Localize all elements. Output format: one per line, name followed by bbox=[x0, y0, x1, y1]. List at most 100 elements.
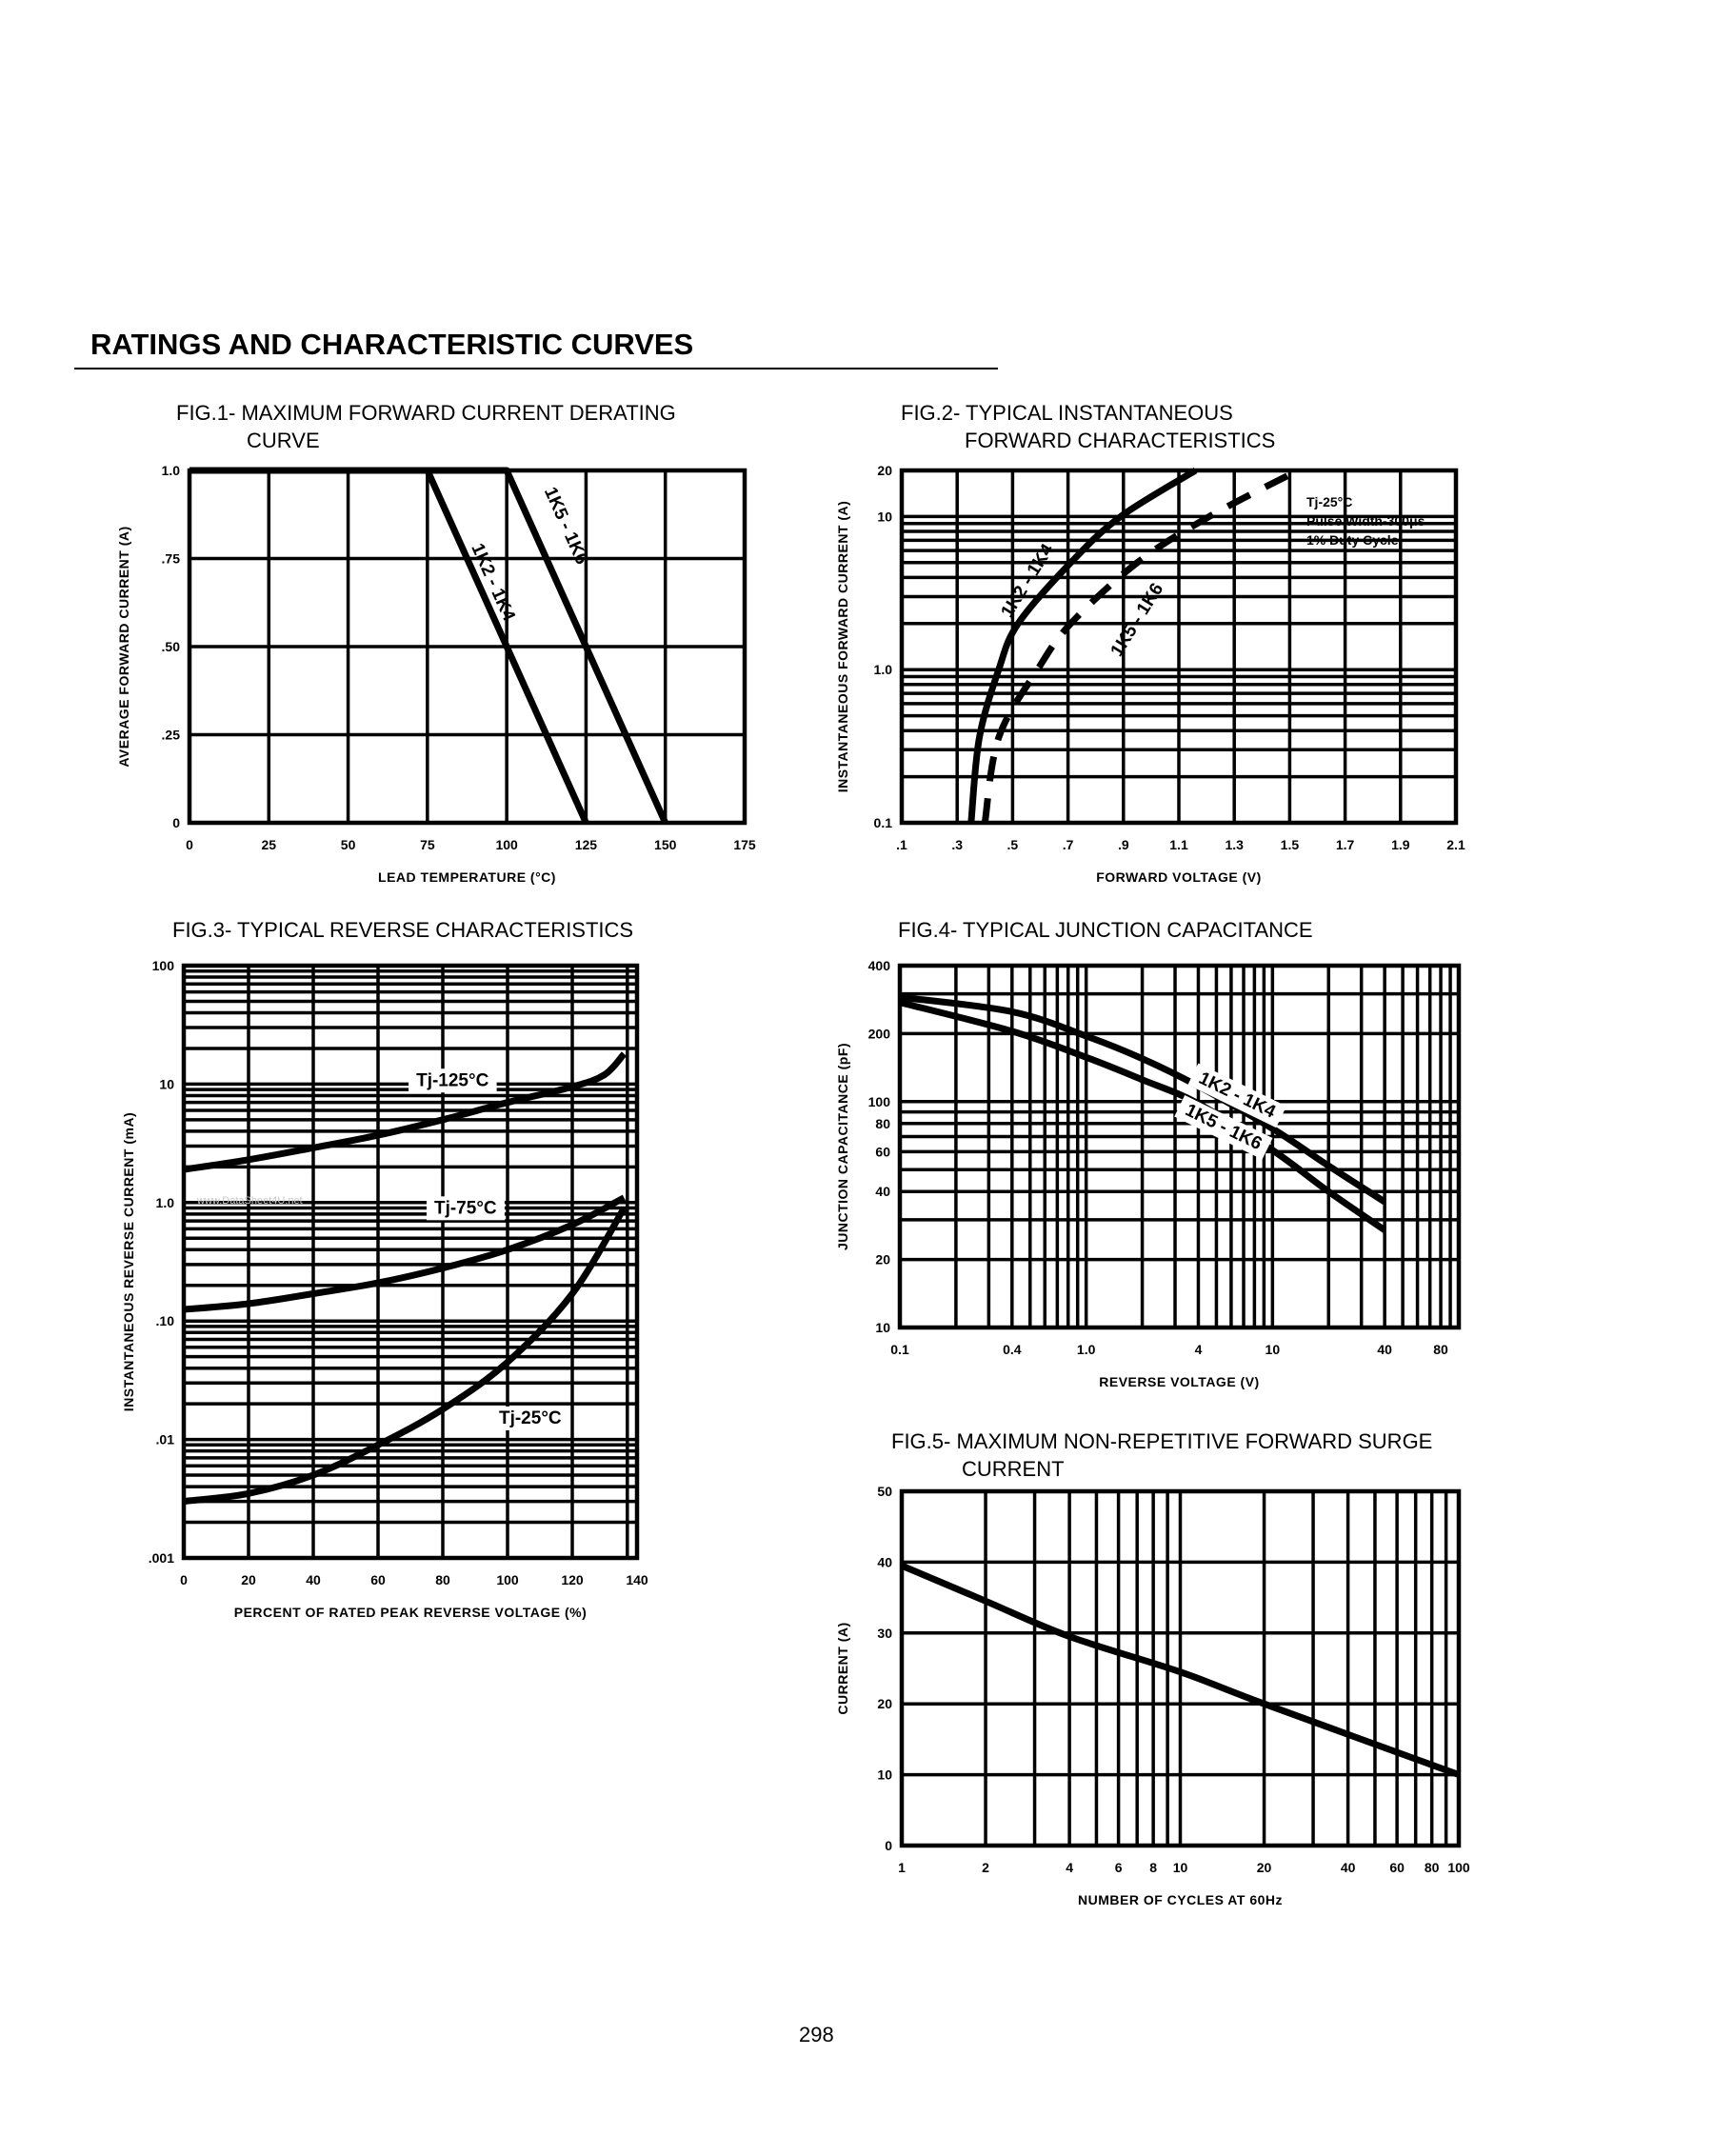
x-tick-label: 50 bbox=[341, 837, 356, 852]
y-tick-label: 100 bbox=[152, 958, 175, 973]
x-tick-label: 4 bbox=[1195, 1342, 1203, 1357]
series-label: Tj-75°C bbox=[434, 1198, 497, 1218]
x-tick-label: 4 bbox=[1066, 1860, 1073, 1875]
x-tick-label: 0 bbox=[180, 1572, 188, 1587]
x-tick-label: 40 bbox=[1341, 1860, 1356, 1875]
figure-1: FIG.1- MAXIMUM FORWARD CURRENT DERATING C… bbox=[116, 401, 756, 885]
figure-title: FORWARD CHARACTERISTICS bbox=[965, 429, 1275, 452]
x-tick-label: 8 bbox=[1149, 1860, 1157, 1875]
x-tick-label: 1.9 bbox=[1391, 837, 1410, 852]
y-tick-label: 10 bbox=[877, 1767, 892, 1783]
y-tick-label: .50 bbox=[162, 639, 181, 654]
x-axis-label: NUMBER OF CYCLES AT 60Hz bbox=[1078, 1892, 1283, 1907]
x-tick-label: .7 bbox=[1063, 837, 1074, 852]
plot-frame bbox=[899, 468, 1459, 826]
series-line-tj-125-c bbox=[183, 1051, 628, 1173]
x-tick-label: 40 bbox=[306, 1572, 321, 1587]
y-tick-label: 40 bbox=[875, 1184, 890, 1199]
y-tick-label: 10 bbox=[877, 509, 892, 524]
y-tick-label: 0.1 bbox=[874, 815, 893, 830]
x-tick-label: 80 bbox=[1433, 1342, 1448, 1357]
y-tick-label: 20 bbox=[875, 1252, 890, 1268]
y-axis-label: INSTANTANEOUS FORWARD CURRENT (A) bbox=[835, 501, 850, 793]
x-tick-label: 75 bbox=[420, 837, 435, 852]
x-tick-label: 150 bbox=[654, 837, 677, 852]
series-line bbox=[900, 1562, 1461, 1778]
y-tick-label: 80 bbox=[875, 1116, 890, 1131]
y-tick-label: 50 bbox=[877, 1484, 892, 1499]
y-axis-label: AVERAGE FORWARD CURRENT (A) bbox=[116, 526, 131, 767]
y-tick-label: 400 bbox=[868, 958, 891, 973]
x-tick-label: .5 bbox=[1007, 837, 1019, 852]
x-tick-label: 1.3 bbox=[1225, 837, 1244, 852]
plot-frame bbox=[897, 963, 1462, 1330]
x-tick-label: 0.1 bbox=[890, 1342, 909, 1357]
figure-title: FIG.4- TYPICAL JUNCTION CAPACITANCE bbox=[898, 918, 1313, 942]
figure-title: FIG.5- MAXIMUM NON-REPETITIVE FORWARD SU… bbox=[891, 1429, 1432, 1453]
series-line-1k5-1k6 bbox=[981, 467, 1300, 824]
series-label: Tj-25°C bbox=[499, 1408, 562, 1428]
y-tick-label: 20 bbox=[877, 463, 892, 478]
x-tick-label: .3 bbox=[951, 837, 963, 852]
grid bbox=[898, 964, 1461, 1329]
series-line-1k2-1k4 bbox=[899, 993, 1386, 1205]
figure-4: FIG.4- TYPICAL JUNCTION CAPACITANCE 0.1 0.… bbox=[835, 918, 1462, 1389]
x-tick-label: 1.5 bbox=[1281, 837, 1300, 852]
watermark: www.DataSheet4U.net bbox=[196, 1195, 303, 1207]
plot-frame bbox=[899, 1488, 1462, 1848]
x-tick-label: 6 bbox=[1115, 1860, 1123, 1875]
x-tick-label: 10 bbox=[1173, 1860, 1188, 1875]
x-tick-label: 125 bbox=[575, 837, 598, 852]
figure-title: CURRENT bbox=[962, 1457, 1065, 1481]
x-tick-label: 120 bbox=[561, 1572, 584, 1587]
figure-title: FIG.2- TYPICAL INSTANTANEOUS bbox=[901, 401, 1233, 425]
x-tick-label: 2.1 bbox=[1446, 837, 1465, 852]
label-background bbox=[409, 1068, 497, 1093]
page-number: 298 bbox=[799, 2023, 834, 2046]
series-label: Tj-125°C bbox=[416, 1070, 489, 1090]
x-tick-label: 0.4 bbox=[1003, 1342, 1022, 1357]
x-tick-label: 10 bbox=[1266, 1342, 1281, 1357]
page-heading: RATINGS AND CHARACTERISTIC CURVES bbox=[90, 328, 693, 361]
series-line-1k5-1k6 bbox=[899, 999, 1387, 1233]
series-line-1k2-1k4 bbox=[967, 468, 1198, 824]
series-label: 1K5 - 1K6 bbox=[1107, 580, 1168, 661]
y-axis-label: CURRENT (A) bbox=[835, 1622, 850, 1714]
y-tick-label: 60 bbox=[875, 1144, 890, 1159]
x-tick-label: 100 bbox=[1447, 1860, 1470, 1875]
x-tick-label: 60 bbox=[1389, 1860, 1405, 1875]
x-tick-label: 0 bbox=[186, 837, 193, 852]
label-background bbox=[1174, 1095, 1273, 1160]
y-tick-label: 40 bbox=[877, 1554, 892, 1569]
figure-title: FIG.1- MAXIMUM FORWARD CURRENT DERATING bbox=[176, 401, 676, 425]
grid bbox=[900, 469, 1458, 825]
y-tick-label: 1.0 bbox=[874, 662, 893, 677]
x-tick-label: 60 bbox=[370, 1572, 386, 1587]
y-axis-label: JUNCTION CAPACITANCE (pF) bbox=[835, 1043, 850, 1250]
x-tick-label: 40 bbox=[1377, 1342, 1392, 1357]
x-tick-label: 1.7 bbox=[1336, 837, 1355, 852]
test-condition-note: Pulse Width-300μs bbox=[1306, 513, 1425, 529]
y-tick-label: 100 bbox=[868, 1094, 891, 1109]
figure-3: FIG.3- TYPICAL REVERSE CHARACTERISTICS ww… bbox=[121, 918, 648, 1620]
figure-title: CURVE bbox=[247, 429, 320, 452]
grid bbox=[182, 964, 639, 1560]
x-tick-label: 1 bbox=[898, 1860, 906, 1875]
label-background bbox=[490, 1406, 569, 1430]
y-tick-label: 1.0 bbox=[156, 1195, 175, 1210]
y-axis-label: INSTANTANEOUS REVERSE CURRENT (mA) bbox=[121, 1112, 136, 1411]
series-line-1k5-1k6 bbox=[189, 467, 668, 825]
x-axis-label: FORWARD VOLTAGE (V) bbox=[1096, 869, 1262, 885]
x-tick-label: 20 bbox=[1257, 1860, 1272, 1875]
y-tick-label: 200 bbox=[868, 1026, 891, 1041]
x-tick-label: 100 bbox=[495, 837, 518, 852]
figure-2: FIG.2- TYPICAL INSTANTANEOUS FORWARD CHAR… bbox=[835, 401, 1465, 885]
x-tick-label: .9 bbox=[1118, 837, 1129, 852]
y-tick-label: 0 bbox=[885, 1838, 892, 1853]
y-tick-label: .001 bbox=[149, 1550, 174, 1566]
y-tick-label: 10 bbox=[159, 1076, 174, 1091]
x-tick-label: 175 bbox=[733, 837, 756, 852]
plot-frame bbox=[181, 963, 640, 1561]
x-tick-label: .1 bbox=[896, 837, 907, 852]
y-tick-label: .25 bbox=[162, 728, 181, 743]
